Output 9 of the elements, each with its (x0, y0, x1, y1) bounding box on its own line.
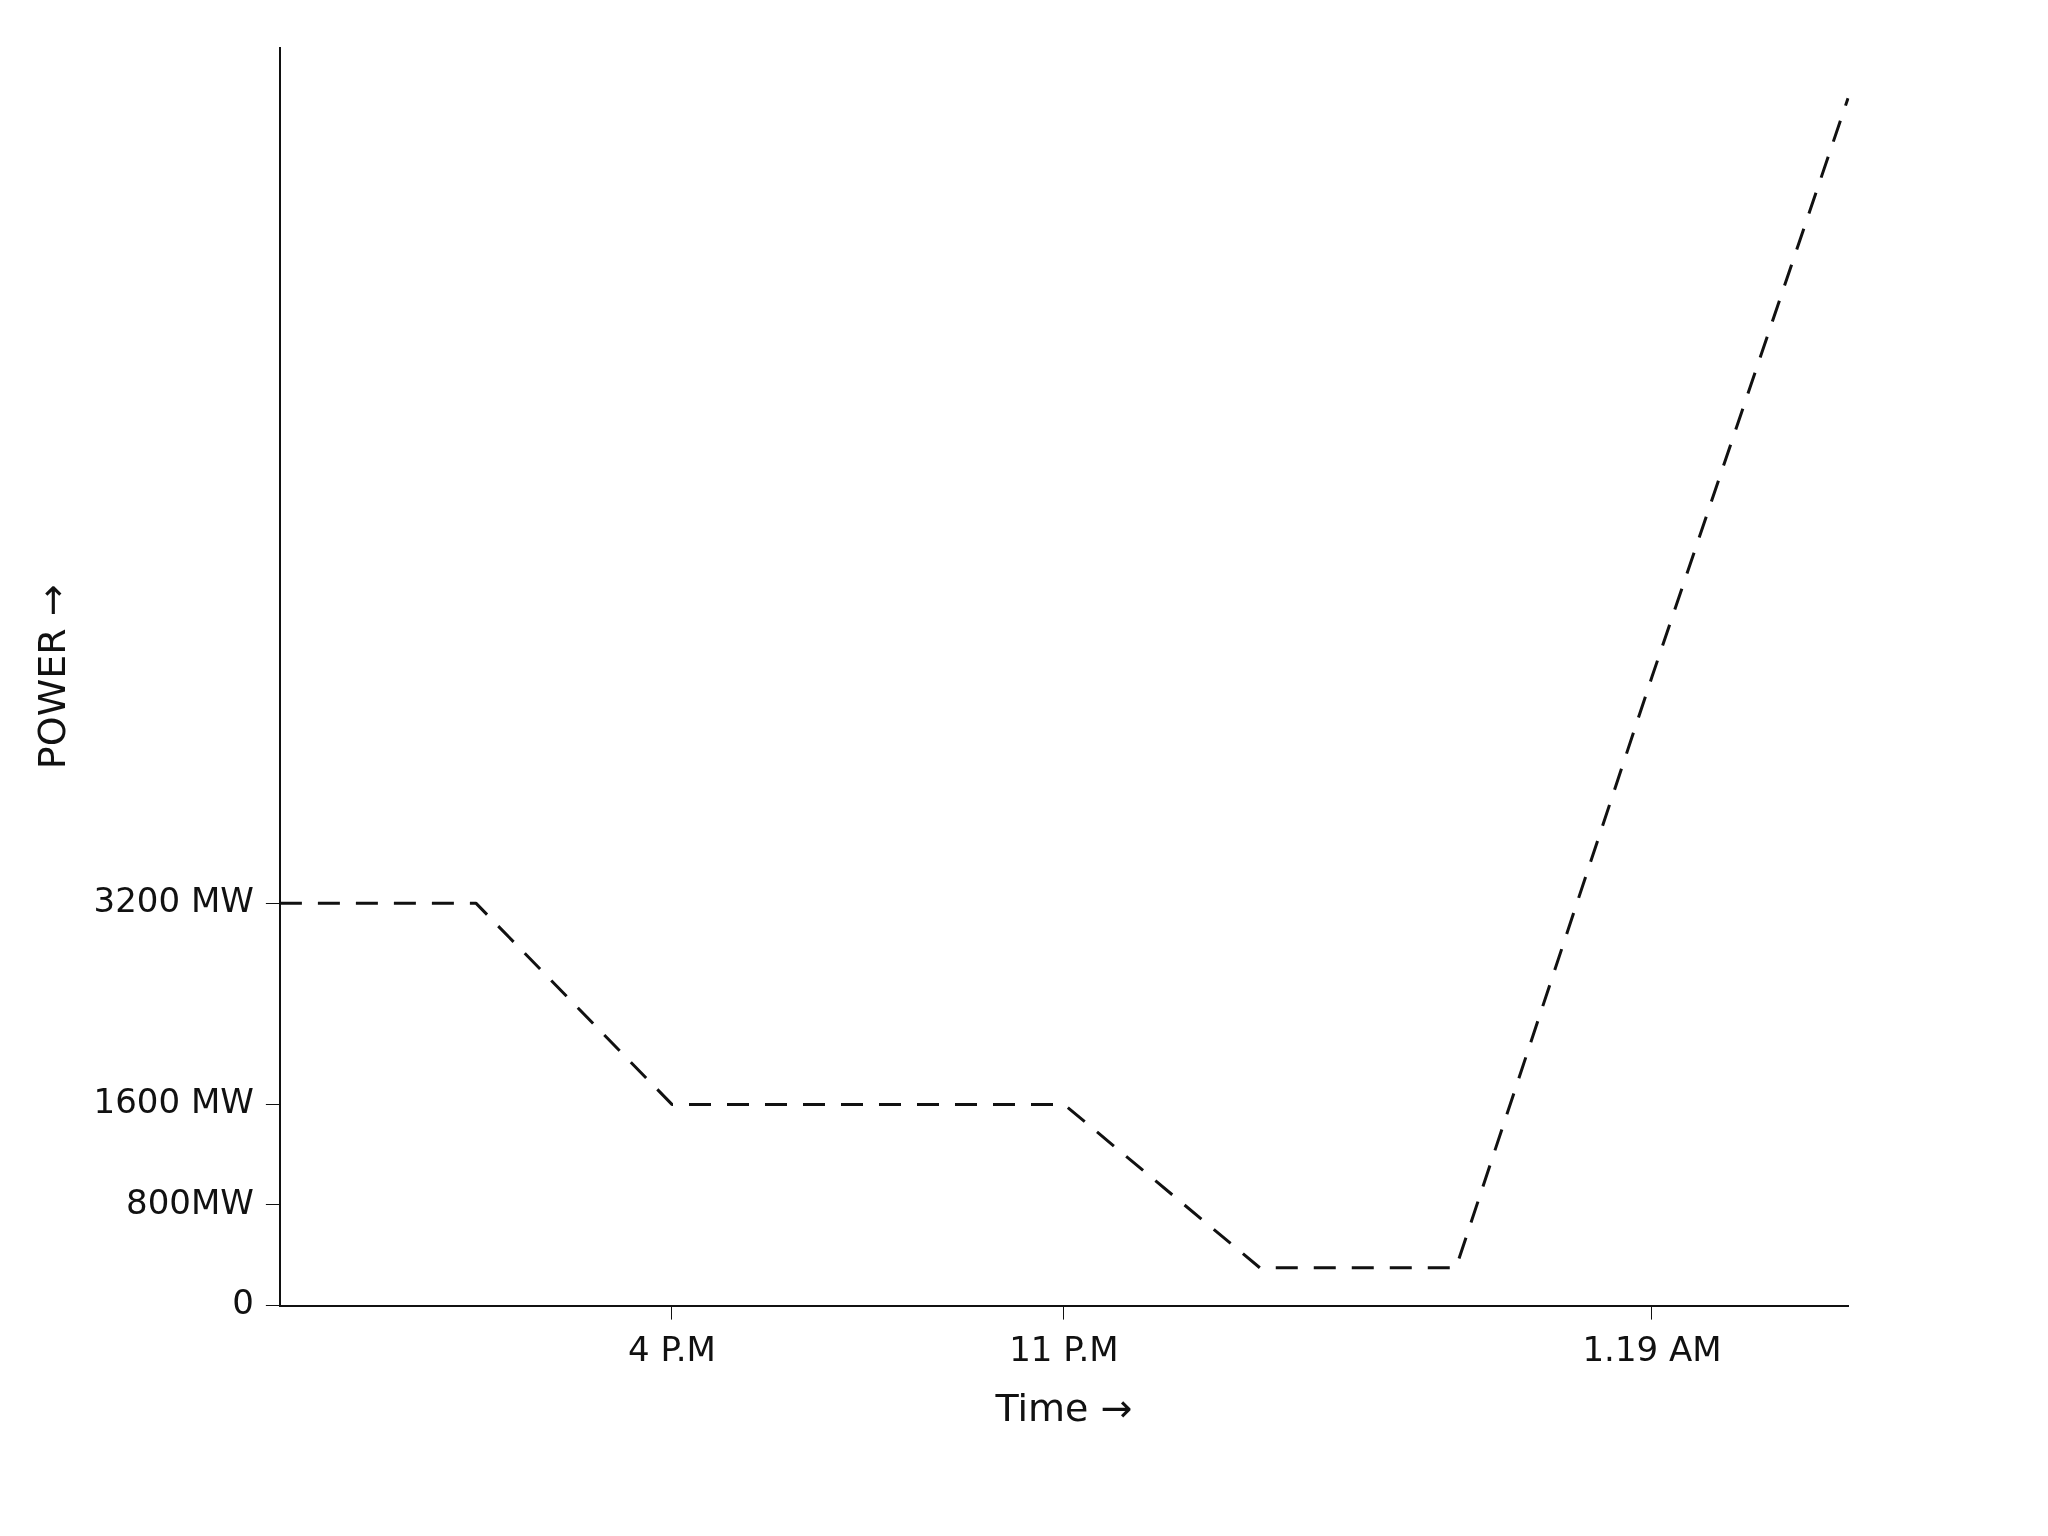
y-axis-title: POWER → (29, 584, 74, 770)
x-tick-label: 1.19 AM (1582, 1328, 1722, 1369)
y-tick-label: 3200 MW (93, 880, 254, 920)
x-tick-label: 11 P.M (1009, 1328, 1119, 1369)
x-axis-title: Time → (994, 1386, 1133, 1431)
y-tick-label: 0 (232, 1282, 254, 1323)
y-tick-label: 800MW (126, 1181, 254, 1222)
x-tick-label: 4 P.M (628, 1328, 716, 1369)
y-tick-label: 1600 MW (93, 1081, 254, 1122)
